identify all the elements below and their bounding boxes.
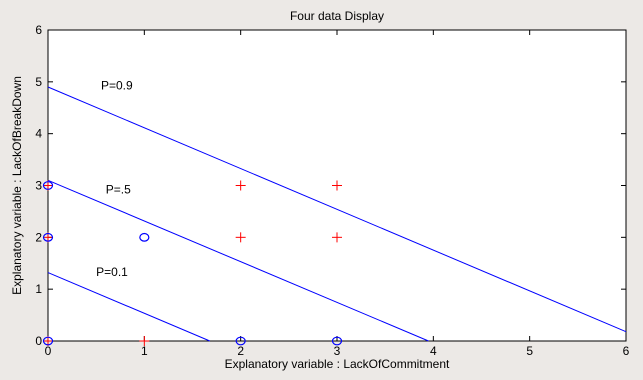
line-annotations: P=0.9 P=.5 P=0.1 bbox=[96, 79, 133, 280]
circle-marker bbox=[331, 336, 343, 346]
line-label: P=.5 bbox=[106, 182, 131, 196]
x-tick-label: 0 bbox=[45, 344, 52, 358]
y-tick-label: 5 bbox=[35, 75, 42, 89]
x-tick-label: 4 bbox=[430, 344, 437, 358]
y-tick-label: 0 bbox=[35, 334, 42, 348]
circle-marker bbox=[42, 232, 54, 242]
x-tick-label: 3 bbox=[334, 344, 341, 358]
plus-marker bbox=[139, 336, 150, 346]
circle-marker bbox=[42, 336, 54, 346]
circle-marker bbox=[235, 336, 246, 346]
chart-title: Four data Display bbox=[290, 9, 384, 23]
circle-marker bbox=[139, 232, 150, 242]
probability-line bbox=[47, 86, 627, 333]
x-tick-label: 2 bbox=[237, 344, 244, 358]
x-axis-label: Explanatory variable : LackOfCommitment bbox=[225, 357, 450, 371]
y-tick-label: 4 bbox=[35, 127, 42, 141]
plus-marker bbox=[235, 180, 246, 191]
probability-lines bbox=[47, 86, 627, 342]
circle-marker bbox=[42, 181, 54, 190]
y-tick-label: 1 bbox=[35, 282, 42, 296]
plus-marker bbox=[332, 180, 342, 191]
y-tick-label: 3 bbox=[35, 179, 42, 193]
x-tick-label: 5 bbox=[526, 344, 533, 358]
line-label: P=0.1 bbox=[96, 265, 128, 279]
x-tick-label: 6 bbox=[623, 344, 630, 358]
x-tick-label: 1 bbox=[141, 344, 148, 358]
y-tick-label: 6 bbox=[35, 23, 42, 37]
data-markers bbox=[42, 180, 343, 346]
probability-line bbox=[47, 179, 429, 342]
axis-ticks: 0 1 2 3 4 5 6 0 1 2 3 4 5 6 bbox=[35, 23, 629, 358]
y-axis-label: Explanatory variable : LackOfBreakDown bbox=[10, 76, 24, 295]
y-tick-label: 2 bbox=[35, 230, 42, 244]
plus-marker bbox=[332, 232, 342, 243]
probability-line bbox=[47, 272, 211, 342]
plus-marker bbox=[235, 232, 246, 243]
line-label: P=0.9 bbox=[101, 79, 133, 93]
